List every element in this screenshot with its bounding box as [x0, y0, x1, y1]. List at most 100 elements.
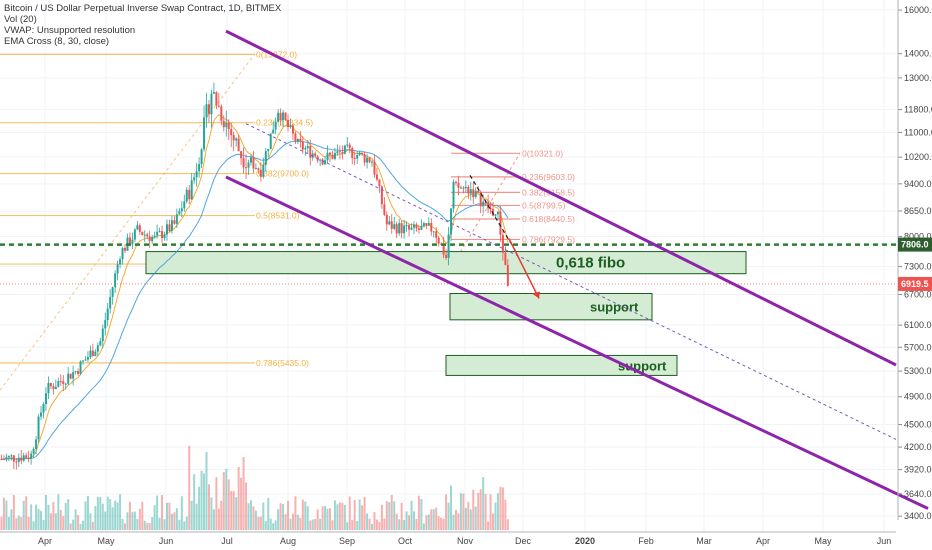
candle-body — [351, 148, 354, 159]
volume-bar — [408, 515, 411, 530]
x-tick-label: Apr — [756, 536, 770, 546]
volume-bar — [479, 489, 482, 530]
volume-bar — [247, 503, 250, 530]
volume-bar — [398, 519, 401, 530]
volume-bar — [464, 507, 467, 530]
x-tick-label: May — [814, 536, 832, 546]
volume-bar — [474, 506, 477, 530]
volume-bar — [188, 445, 191, 530]
candle-body — [254, 168, 257, 170]
volume-bar — [489, 494, 492, 530]
volume-bar — [442, 518, 445, 530]
volume-bar — [232, 491, 235, 530]
candle-body — [459, 187, 462, 189]
volume-bar — [336, 504, 339, 530]
candle-body — [15, 461, 18, 463]
candle-body — [412, 224, 415, 228]
volume-bar — [195, 503, 198, 530]
candle-body — [380, 186, 383, 205]
volume-bar — [269, 518, 272, 530]
volume-bar — [309, 520, 312, 530]
volume-bar — [294, 496, 297, 530]
candle-body — [79, 361, 82, 374]
candle-body — [452, 181, 455, 209]
volume-bar — [440, 517, 443, 530]
candle-body — [363, 154, 366, 163]
candle-body — [368, 157, 371, 163]
volume-bar — [459, 493, 462, 530]
candle-body — [30, 453, 33, 459]
candle-body — [299, 138, 302, 142]
candle-body — [353, 158, 356, 160]
volume-bar — [173, 512, 176, 530]
legend-symbol[interactable]: Bitcoin / US Dollar Perpetual Inverse Sw… — [4, 3, 282, 14]
legend-volume[interactable]: Vol (20) — [4, 14, 37, 25]
candle-body — [205, 104, 208, 118]
candle-body — [156, 231, 159, 236]
volume-bar — [175, 508, 178, 530]
volume-bar — [116, 502, 119, 530]
x-tick-label: Nov — [457, 536, 474, 546]
volume-bar — [49, 513, 52, 530]
x-tick-label: Jun — [159, 536, 174, 546]
zone-label: 0,618 fibo — [556, 255, 625, 272]
candle-body — [371, 161, 373, 163]
volume-bar — [472, 489, 475, 530]
ema-fast-line — [1, 114, 509, 460]
candle-body — [289, 125, 292, 128]
candle-body — [0, 458, 3, 460]
candle-body — [230, 129, 233, 135]
candle-body — [242, 158, 245, 168]
candle-body — [341, 152, 344, 154]
volume-bar — [190, 500, 193, 530]
volume-bar — [207, 484, 210, 530]
volume-bar — [351, 519, 354, 530]
candle-body — [99, 341, 102, 346]
candle-body — [257, 168, 260, 170]
candle-body — [383, 204, 386, 215]
volume-bar — [230, 491, 233, 530]
volume-bar — [425, 515, 428, 530]
candle-body — [408, 225, 411, 230]
volume-bar — [467, 502, 470, 530]
fib-level-label: 0(10321.0) — [522, 148, 563, 158]
volume-bar — [435, 507, 438, 530]
candle-body — [245, 167, 248, 169]
volume-bar — [373, 511, 376, 530]
candle-body — [22, 455, 25, 461]
volume-bar — [487, 521, 490, 530]
volume-bar — [277, 509, 280, 530]
candle-body — [464, 186, 467, 189]
volume-bar — [42, 520, 45, 530]
volume-bar — [242, 457, 245, 530]
volume-bar — [77, 515, 80, 530]
candle-body — [469, 189, 472, 194]
candle-body — [67, 373, 70, 384]
volume-bar — [353, 499, 356, 530]
x-tick-label: Sep — [339, 536, 355, 546]
volume-bar — [304, 501, 307, 530]
projection-dashed-line — [245, 123, 897, 440]
volume-bar — [222, 471, 225, 530]
candle-body — [272, 129, 275, 134]
volume-bar — [356, 521, 359, 530]
candle-body — [86, 356, 89, 360]
candle-body — [151, 236, 154, 242]
volume-bar — [54, 513, 57, 530]
volume-bar — [412, 511, 415, 530]
candle-body — [398, 223, 401, 234]
y-tick-label: 8650.0 — [904, 206, 932, 216]
volume-bar — [52, 501, 55, 530]
candle-body — [121, 247, 124, 260]
candle-body — [212, 92, 215, 94]
legend-vwap[interactable]: VWAP: Unsupported resolution — [4, 25, 136, 36]
candle-body — [284, 112, 287, 121]
y-tick-label: 3640.0 — [904, 489, 932, 499]
candle-body — [195, 171, 198, 178]
candle-body — [482, 201, 485, 207]
legend-ema[interactable]: EMA Cross (8, 30, close) — [4, 36, 110, 47]
candle-body — [178, 211, 181, 215]
candle-body — [437, 237, 440, 244]
y-tick-label: 3920.0 — [904, 465, 932, 475]
